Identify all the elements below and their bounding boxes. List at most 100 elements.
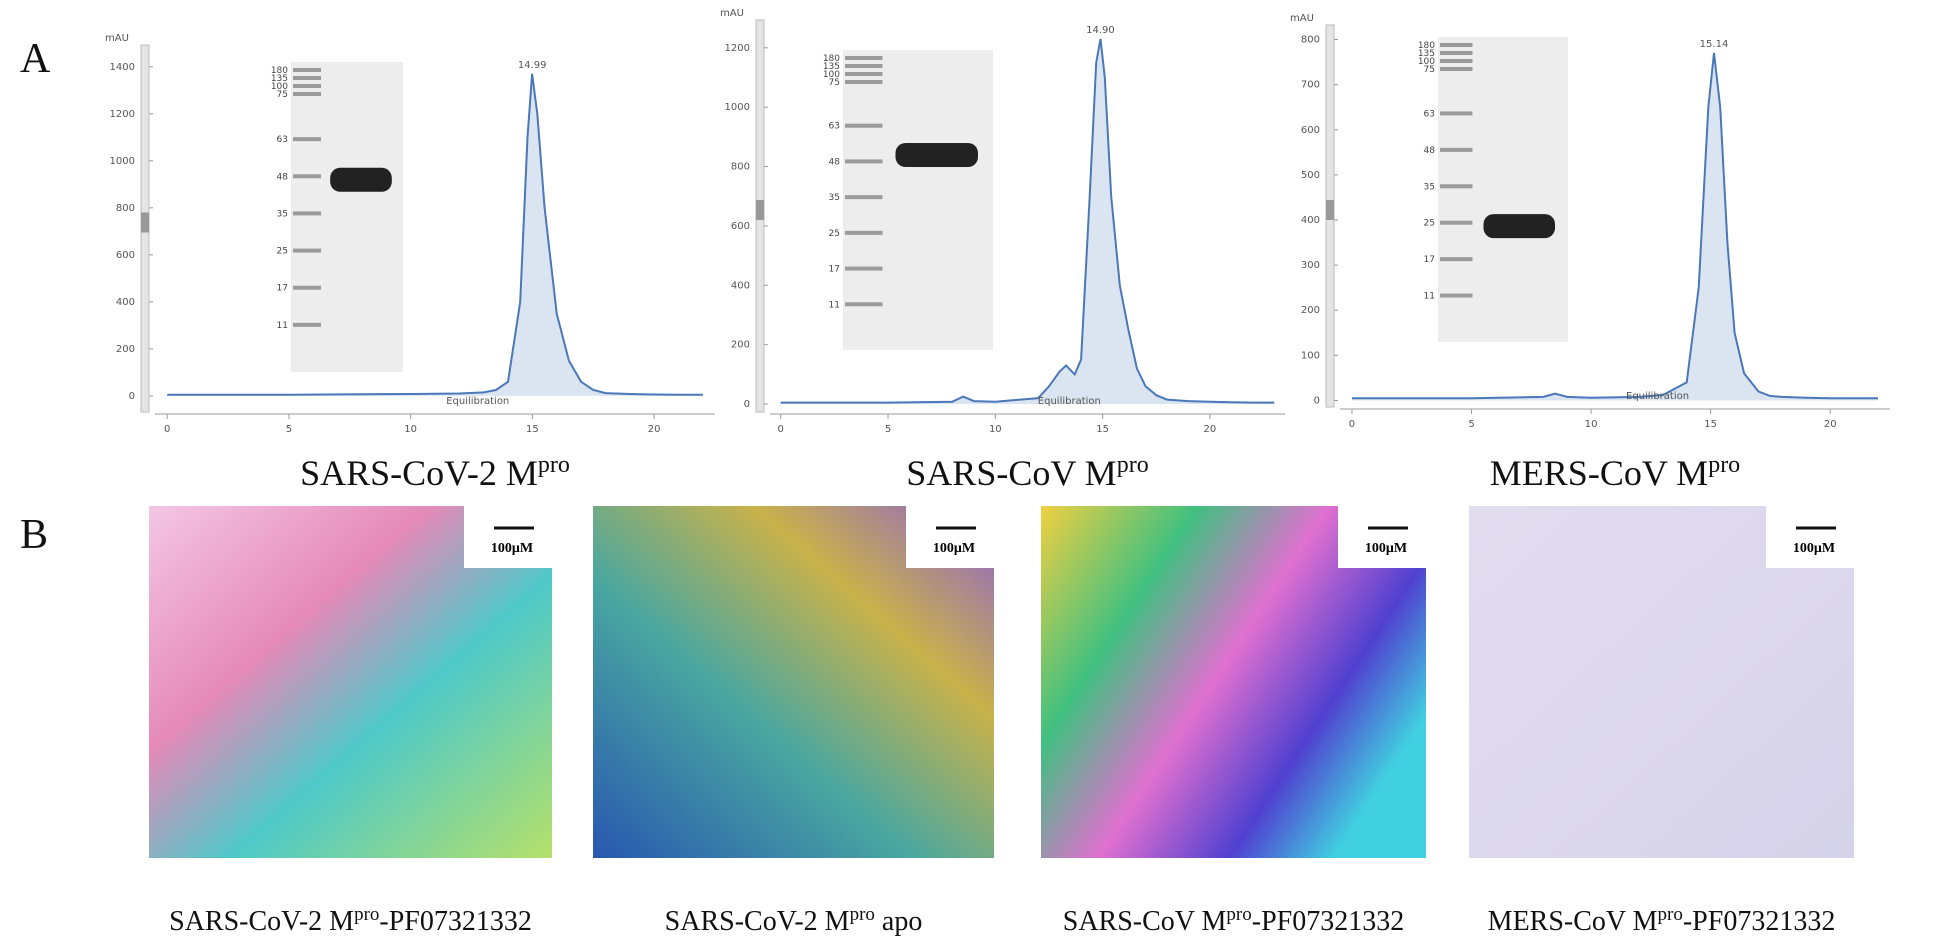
caption-text: MERS-CoV M — [1488, 906, 1658, 937]
marker-band — [845, 72, 883, 76]
marker-band — [845, 302, 883, 307]
gel-marker-label: 48 — [277, 172, 289, 182]
chart-title: MERS-CoV Mpro — [1490, 452, 1740, 493]
peak-label: 15.14 — [1700, 39, 1729, 50]
marker-band — [293, 248, 321, 253]
protein-band — [330, 167, 392, 192]
caption-text: SARS-CoV M — [1063, 906, 1227, 937]
x-tick-label: 5 — [1468, 419, 1474, 430]
caption-sup: pro — [354, 904, 379, 925]
y-tick-label: 1200 — [725, 43, 750, 54]
scale-label: 100μM — [933, 541, 975, 556]
y-tick-label: 0 — [1314, 395, 1320, 406]
y-tick-label: 400 — [116, 297, 135, 308]
gel-marker-label: 17 — [829, 265, 840, 275]
marker-band — [293, 322, 321, 327]
marker-band — [1440, 147, 1473, 152]
gel-marker-label: 63 — [277, 135, 288, 145]
y-tick-label: 200 — [1301, 305, 1320, 316]
gel-marker-label: 25 — [829, 229, 840, 239]
x-tick-label: 10 — [404, 424, 417, 435]
y-tick-label: 0 — [129, 391, 135, 402]
gel-marker-label: 11 — [277, 321, 288, 331]
scale-label: 100μM — [1793, 541, 1835, 556]
scale-box — [1766, 506, 1854, 568]
scroll-handle — [1326, 200, 1334, 220]
marker-band — [845, 80, 883, 84]
scale-box — [906, 506, 994, 568]
marker-band — [293, 285, 321, 290]
crystal-caption: SARS-CoV-2 Mpro apo — [665, 904, 923, 938]
x-tick-label: 0 — [164, 424, 170, 435]
scale-box — [464, 506, 552, 568]
marker-band — [845, 64, 883, 68]
scale-box — [1338, 506, 1426, 568]
marker-band — [845, 195, 883, 200]
gel-marker-label: 63 — [1424, 109, 1435, 119]
scale-label: 100μM — [491, 541, 533, 556]
gel-marker-label: 11 — [829, 300, 840, 310]
gel-marker-label: 48 — [829, 157, 841, 167]
peak-label: 14.90 — [1086, 25, 1115, 36]
panel-label: B — [20, 512, 48, 558]
title-sup: pro — [1708, 452, 1740, 478]
marker-band — [1440, 111, 1473, 116]
y-tick-label: 200 — [116, 344, 135, 355]
title-sup: pro — [1117, 452, 1149, 478]
gel-marker-label: 75 — [829, 78, 840, 88]
gel-marker-label: 48 — [1424, 146, 1436, 156]
crystal-caption: MERS-CoV Mpro-PF07321332 — [1488, 904, 1836, 938]
y-axis-label: mAU — [105, 33, 129, 44]
marker-band — [293, 68, 321, 72]
caption-text: apo — [875, 906, 922, 937]
marker-band — [1440, 43, 1473, 47]
line — [167, 73, 703, 396]
gel-marker-label: 35 — [1424, 182, 1435, 192]
marker-band — [845, 159, 883, 164]
marker-band — [845, 266, 883, 271]
x-tick-label: 20 — [648, 424, 661, 435]
y-tick-label: 800 — [1301, 35, 1320, 46]
y-tick-label: 200 — [731, 340, 750, 351]
title-text: SARS-CoV-2 M — [300, 453, 538, 493]
gel-marker-label: 17 — [277, 284, 288, 294]
marker-band — [1440, 220, 1473, 225]
line — [1352, 52, 1878, 400]
marker-band — [293, 92, 321, 96]
gel — [291, 62, 403, 372]
y-tick-label: 600 — [731, 221, 750, 232]
marker-band — [1440, 59, 1473, 63]
protein-band — [895, 143, 978, 167]
gel-marker-label: 75 — [277, 90, 288, 100]
y-tick-label: 100 — [1301, 350, 1320, 361]
marker-band — [845, 56, 883, 60]
protein-band — [1483, 214, 1555, 239]
y-tick-label: 1200 — [110, 109, 135, 120]
gel-marker-label: 63 — [829, 122, 840, 132]
annotation: Equilibration — [1626, 391, 1689, 402]
marker-band — [293, 174, 321, 179]
title-text: MERS-CoV M — [1490, 453, 1708, 493]
gel-marker-label: 180 — [823, 54, 840, 64]
y-tick-label: 800 — [116, 203, 135, 214]
gel-marker-label: 100 — [271, 82, 288, 92]
gel-marker-label: 25 — [1424, 219, 1435, 229]
caption-text: -PF07321332 — [1252, 906, 1404, 937]
scroll-handle — [756, 200, 764, 220]
marker-band — [845, 230, 883, 235]
gel-marker-label: 100 — [823, 70, 840, 80]
marker-band — [845, 123, 883, 128]
gel-marker-label: 25 — [277, 247, 288, 257]
marker-band — [293, 84, 321, 88]
gel-marker-label: 35 — [277, 209, 288, 219]
gel-marker-label: 135 — [1418, 49, 1435, 59]
marker-band — [293, 76, 321, 80]
y-tick-label: 0 — [744, 399, 750, 410]
gel-marker-label: 180 — [271, 66, 288, 76]
panel-label: A — [20, 36, 51, 82]
y-tick-label: 400 — [1301, 215, 1320, 226]
gel — [843, 50, 993, 350]
y-tick-label: 1000 — [110, 156, 135, 167]
peak-label: 14.99 — [518, 60, 547, 71]
